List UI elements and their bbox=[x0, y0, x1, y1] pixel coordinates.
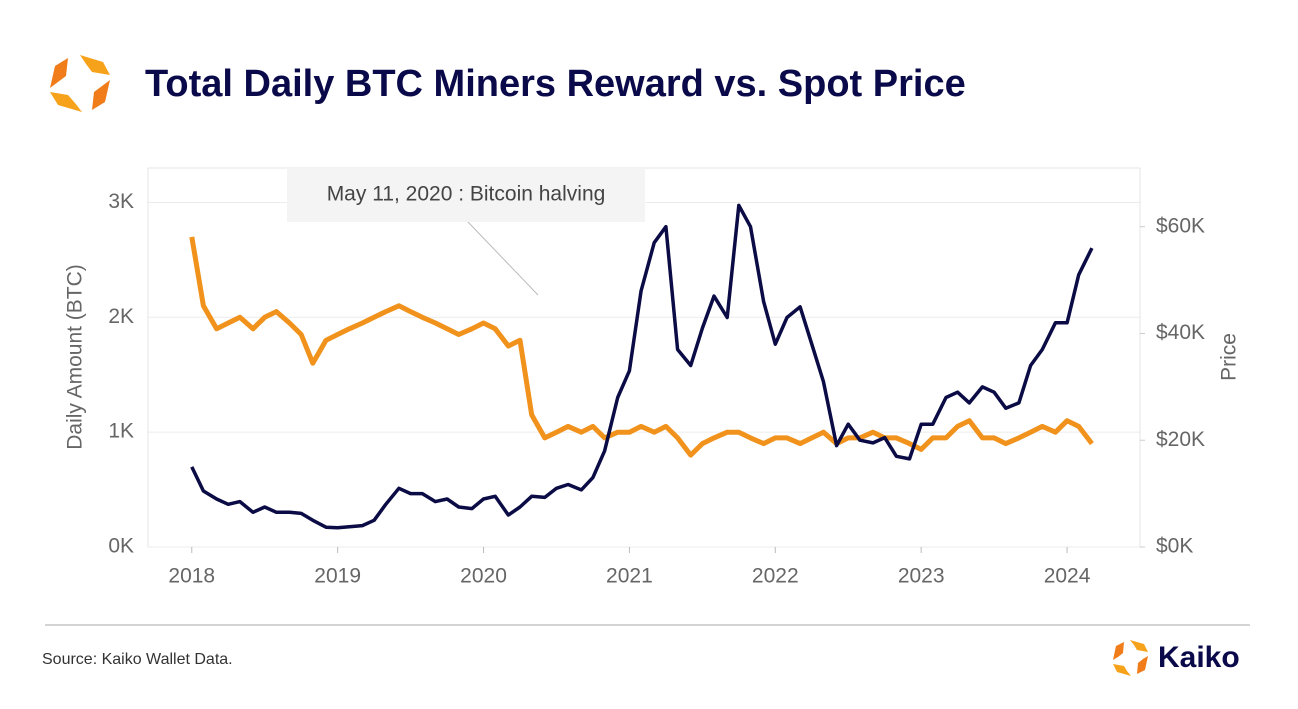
y-tick-label: 2K bbox=[108, 305, 134, 328]
y-axis-label: Daily Amount (BTC) bbox=[64, 264, 87, 450]
y2-tick-label: $20K bbox=[1156, 428, 1205, 451]
y2-tick-label: $0K bbox=[1156, 535, 1193, 558]
y-tick-label: 3K bbox=[108, 190, 134, 213]
y-tick-label: 1K bbox=[108, 420, 134, 443]
x-tick-label: 2021 bbox=[606, 565, 653, 588]
brand: Kaiko bbox=[1158, 641, 1240, 674]
brand-logo bbox=[1113, 640, 1148, 676]
y2-tick-label: $60K bbox=[1156, 214, 1205, 237]
x-tick-label: 2018 bbox=[168, 565, 215, 588]
x-tick-label: 2023 bbox=[898, 565, 945, 588]
y2-tick-label: $40K bbox=[1156, 321, 1205, 344]
source: Source: Kaiko Wallet Data. bbox=[42, 651, 233, 668]
x-tick-label: 2019 bbox=[314, 565, 361, 588]
annotation: May 11, 2020 : Bitcoin halving bbox=[327, 183, 606, 206]
series-line bbox=[190, 203, 1094, 530]
plot-frame bbox=[147, 167, 1141, 548]
series-line bbox=[189, 236, 1094, 458]
x-tick-label: 2020 bbox=[460, 565, 507, 588]
annotation-box bbox=[287, 168, 645, 222]
y2-axis-label: Price bbox=[1218, 333, 1241, 381]
y-tick-label: 0K bbox=[108, 535, 134, 558]
annotation-leader bbox=[467, 221, 539, 296]
x-tick-label: 2022 bbox=[752, 565, 799, 588]
x-tick-label: 2024 bbox=[1044, 565, 1091, 588]
chart-title: Total Daily BTC Miners Reward vs. Spot P… bbox=[145, 63, 966, 105]
logo bbox=[50, 55, 110, 112]
